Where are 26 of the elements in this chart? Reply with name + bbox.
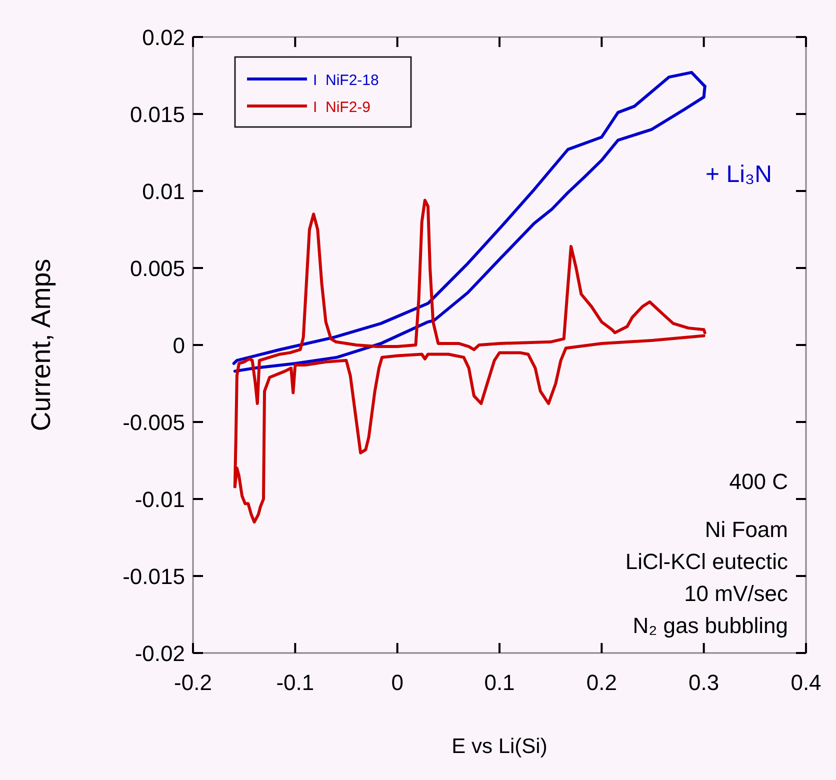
annotation: N₂ gas bubbling <box>632 613 788 638</box>
y-tick-label: -0.005 <box>122 410 185 435</box>
x-tick-label: 0.3 <box>688 670 720 695</box>
y-axis-title: Current, Amps <box>26 258 56 432</box>
y-tick-label: 0.02 <box>142 25 185 50</box>
x-tick-label: 0.1 <box>484 670 515 695</box>
annotation: LiCl-KCl eutectic <box>625 549 788 574</box>
annotation: 400 C <box>729 469 788 494</box>
x-tick-label: -0.2 <box>174 670 212 695</box>
y-tick-label: 0.01 <box>142 179 185 204</box>
x-tick-label: 0.4 <box>790 670 822 695</box>
x-axis-title: E vs Li(Si) <box>452 735 548 758</box>
y-tick-label: 0.005 <box>130 256 185 281</box>
x-tick-label: -0.1 <box>276 670 314 695</box>
annotation: Ni Foam <box>704 517 788 542</box>
y-tick-label: -0.015 <box>122 564 185 589</box>
annotation: + Li₃N <box>706 161 772 188</box>
legend-label: I NiF2-9 <box>313 99 371 116</box>
y-tick-label: 0 <box>172 333 185 358</box>
annotation: 10 mV/sec <box>684 581 788 606</box>
y-tick-label: -0.01 <box>134 487 185 512</box>
y-tick-label: 0.015 <box>130 102 185 127</box>
y-tick-label: -0.02 <box>134 641 185 666</box>
x-tick-label: 0 <box>391 670 404 695</box>
legend-label: I NiF2-18 <box>313 72 379 89</box>
x-tick-label: 0.2 <box>586 670 617 695</box>
